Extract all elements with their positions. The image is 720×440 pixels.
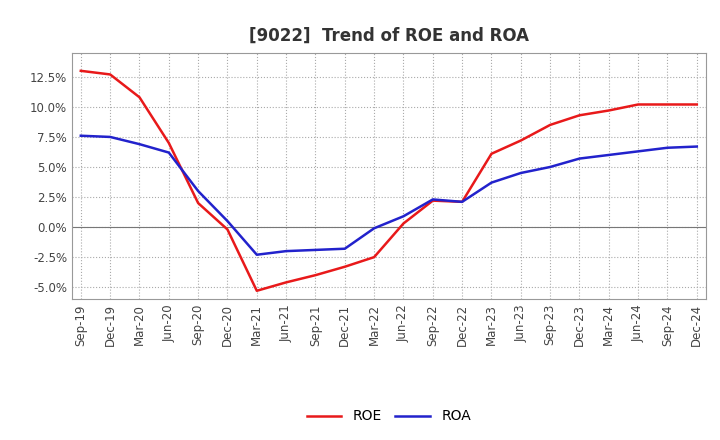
ROE — [135, 95, 144, 100]
Line: ROE: ROE — [81, 71, 697, 291]
ROE — [76, 68, 85, 73]
Text: [9022]  Trend of ROE and ROA: [9022] Trend of ROE and ROA — [249, 26, 528, 44]
ROE — [253, 288, 261, 293]
ROE — [194, 200, 202, 205]
ROA — [282, 249, 290, 254]
ROA — [428, 197, 437, 202]
ROE — [546, 122, 554, 128]
ROA — [311, 247, 320, 253]
ROA — [663, 145, 672, 150]
ROE — [223, 227, 232, 232]
ROE — [341, 264, 349, 269]
ROA — [253, 252, 261, 257]
ROA — [458, 199, 467, 205]
ROA — [341, 246, 349, 251]
ROA — [605, 152, 613, 158]
ROA — [516, 170, 525, 176]
Legend: ROE, ROA: ROE, ROA — [301, 403, 477, 429]
ROE — [282, 280, 290, 285]
ROE — [106, 72, 114, 77]
ROA — [223, 218, 232, 224]
Line: ROA: ROA — [81, 136, 697, 255]
ROE — [634, 102, 642, 107]
ROE — [428, 198, 437, 203]
ROE — [458, 199, 467, 205]
ROE — [693, 102, 701, 107]
ROA — [634, 149, 642, 154]
ROA — [487, 180, 496, 185]
ROA — [370, 226, 379, 231]
ROE — [399, 221, 408, 226]
ROE — [663, 102, 672, 107]
ROE — [164, 140, 173, 146]
ROA — [546, 165, 554, 170]
ROA — [194, 188, 202, 194]
ROE — [311, 272, 320, 278]
ROA — [575, 156, 584, 161]
ROA — [135, 142, 144, 147]
ROE — [370, 254, 379, 260]
ROE — [487, 151, 496, 156]
ROE — [516, 138, 525, 143]
ROA — [76, 133, 85, 138]
ROA — [693, 144, 701, 149]
ROE — [575, 113, 584, 118]
ROA — [399, 214, 408, 219]
ROE — [605, 108, 613, 113]
ROA — [164, 150, 173, 155]
ROA — [106, 134, 114, 139]
